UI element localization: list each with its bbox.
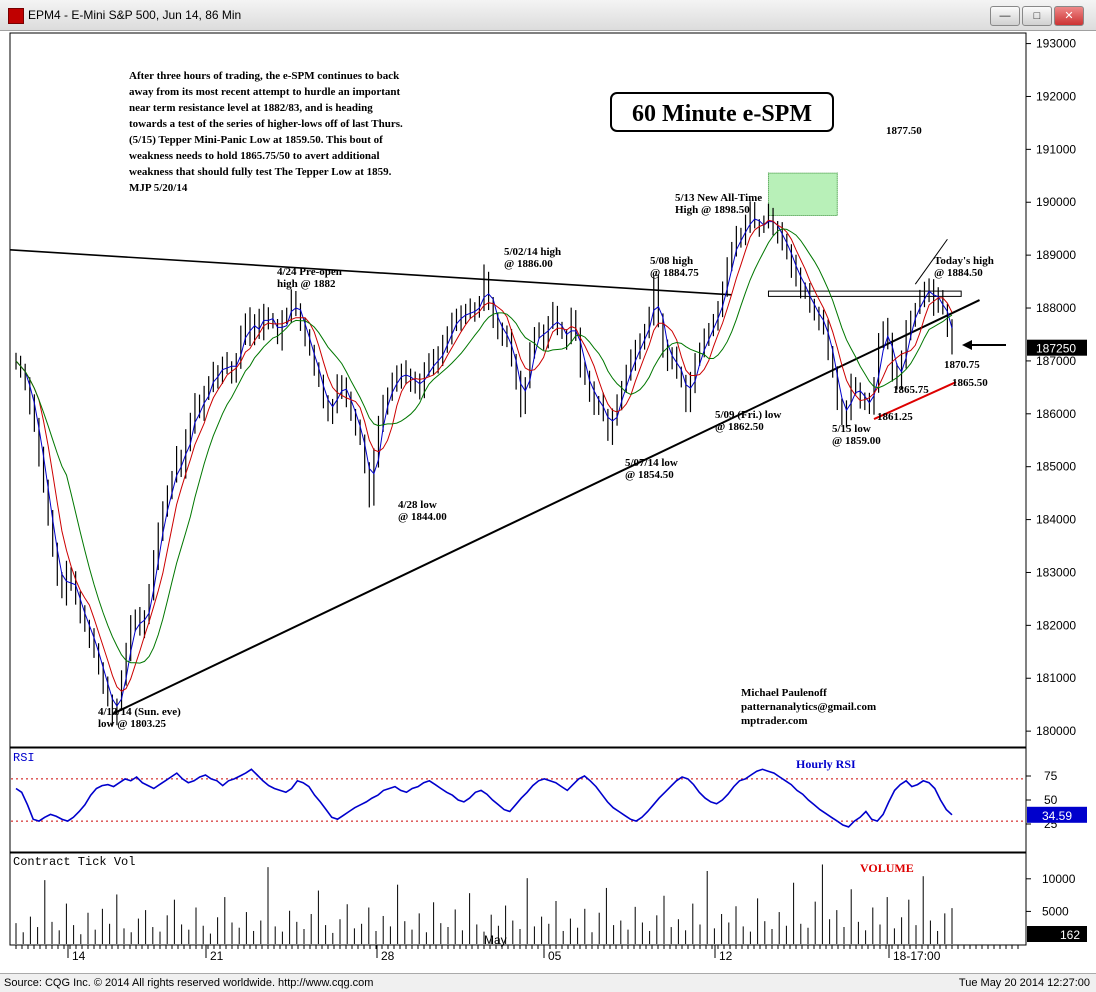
commentary-line: (5/15) Tepper Mini-Panic Low at 1859.50.… <box>129 134 383 146</box>
price-axis-label: 183000 <box>1036 565 1076 579</box>
annotation-label: @ 1884.50 <box>934 267 983 279</box>
annotation-label: 4/24 Pre-open <box>277 266 342 278</box>
chart-title: 60 Minute e-SPM <box>632 101 812 127</box>
annotation-label: 1877.50 <box>886 125 922 137</box>
projection-arrow <box>914 238 948 285</box>
higher-lows-line <box>873 381 957 421</box>
price-axis-label: 191000 <box>1036 142 1076 156</box>
annotation-label: 4/13/14 (Sun. eve) <box>98 706 181 718</box>
annotation-label: 1865.75 <box>893 384 929 396</box>
support-trendline <box>111 299 980 715</box>
commentary-line: MJP 5/20/14 <box>129 182 188 194</box>
price-axis-label: 188000 <box>1036 301 1076 315</box>
price-axis-label: 185000 <box>1036 460 1076 474</box>
app-icon <box>8 8 24 24</box>
annotation-label: 5/09 (Fri.) low <box>715 409 781 421</box>
resistance-zone <box>767 290 962 297</box>
price-axis-label: 181000 <box>1036 671 1076 685</box>
volume-title: Contract Tick Vol <box>13 855 135 869</box>
annotation-label: High @ 1898.50 <box>675 204 750 216</box>
annotation-label: 5/15 low <box>832 423 871 435</box>
resistance-box <box>767 172 838 216</box>
status-bar: Source: CQG Inc. © 2014 All rights reser… <box>0 973 1096 992</box>
x-axis-label: 28 <box>381 949 395 963</box>
rsi-panel <box>9 747 1027 853</box>
price-axis-label: 180000 <box>1036 724 1076 738</box>
annotation-label: 5/07/14 low <box>625 457 678 469</box>
last-price-label: 187250 <box>1036 342 1076 356</box>
ma-fast-line <box>15 218 953 707</box>
commentary-text: After three hours of trading, the e-SPM … <box>129 70 406 194</box>
commentary-line: After three hours of trading, the e-SPM … <box>129 70 400 82</box>
price-axis-label: 186000 <box>1036 407 1076 421</box>
resistance-line <box>9 249 732 296</box>
rsi-line <box>15 768 953 828</box>
x-axis-label: 12 <box>719 949 733 963</box>
annotation-label: @ 1886.00 <box>504 258 553 270</box>
annotation-label: 1861.25 <box>877 411 913 423</box>
window-title: EPM4 - E-Mini S&P 500, Jun 14, 86 Min <box>28 8 242 22</box>
chart-area: 4/13/14 (Sun. eve)low @ 1803.25 4/24 Pre-… <box>9 32 1087 963</box>
annotation-label: @ 1844.00 <box>398 511 447 523</box>
x-axis-label: 05 <box>548 949 562 963</box>
rsi-axis-label: 50 <box>1044 793 1058 807</box>
annotation-label: 5/08 high <box>650 255 693 267</box>
commentary-line: towards a test of the series of higher-l… <box>129 118 403 130</box>
ma-mid-line <box>15 219 953 692</box>
annotation-label: 5/02/14 high <box>504 246 561 258</box>
volume-panel <box>9 852 1027 946</box>
price-axis-label: 187000 <box>1036 354 1076 368</box>
annotation-label: 4/28 low <box>398 499 437 511</box>
rsi-title: RSI <box>13 751 35 765</box>
rsi-legend: Hourly RSI <box>796 757 856 771</box>
price-axis-label: 192000 <box>1036 89 1076 103</box>
volume-axis-label: 10000 <box>1042 872 1076 886</box>
annotation-label: 1870.75 <box>944 359 980 371</box>
annotation-label: @ 1862.50 <box>715 421 764 433</box>
maximize-button[interactable]: □ <box>1022 6 1052 26</box>
copyright-text: Source: CQG Inc. © 2014 All rights reser… <box>4 977 374 989</box>
commentary-line: away from its most recent attempt to hur… <box>129 86 401 98</box>
author-name: Michael Paulenoff <box>741 687 827 699</box>
price-axis-label: 193000 <box>1036 37 1076 51</box>
annotation-label: 5/13 New All-Time <box>675 192 762 204</box>
commentary-line: weakness that should fully test The Tepp… <box>129 166 392 178</box>
author-email: patternanalytics@gmail.com <box>741 701 876 713</box>
ma-slow-line <box>15 228 953 664</box>
annotation-label: @ 1854.50 <box>625 469 674 481</box>
volume-legend: VOLUME <box>860 861 914 875</box>
price-axis-label: 189000 <box>1036 248 1076 262</box>
annotation-label: high @ 1882 <box>277 278 336 290</box>
last-price-badge <box>1027 339 1087 356</box>
window-titlebar: EPM4 - E-Mini S&P 500, Jun 14, 86 Min — … <box>0 0 1096 31</box>
close-button[interactable]: ✕ <box>1054 6 1084 26</box>
price-axis-label: 182000 <box>1036 618 1076 632</box>
price-axis-label: 190000 <box>1036 195 1076 209</box>
minimize-button[interactable]: — <box>990 6 1020 26</box>
annotation-label: low @ 1803.25 <box>98 718 166 730</box>
price-axis-label: 184000 <box>1036 513 1076 527</box>
annotation-label: Today's high <box>934 255 994 267</box>
timestamp-text: Tue May 20 2014 12:27:00 <box>958 977 1090 989</box>
annotation-label: 1865.50 <box>952 377 988 389</box>
rsi-value-badge <box>1027 806 1087 823</box>
x-axis-label: 14 <box>72 949 86 963</box>
annotation-label: @ 1884.75 <box>650 267 699 279</box>
chart-title-box <box>610 92 834 132</box>
commentary-line: near term resistance level at 1882/83, a… <box>129 102 373 114</box>
current-price-arrowhead <box>962 340 972 350</box>
x-axis-month-label: May <box>484 933 507 947</box>
rsi-axis-label: 75 <box>1044 769 1058 783</box>
commentary-line: weakness needs to hold 1865.75/50 to ave… <box>129 150 380 162</box>
volume-value-badge <box>1027 926 1087 942</box>
x-axis-label: 21 <box>210 949 224 963</box>
rsi-value-label: 34.59 <box>1042 809 1072 823</box>
volume-axis-label: 5000 <box>1042 904 1069 918</box>
x-axis-label: 18-17:00 <box>893 949 941 963</box>
author-site: mptrader.com <box>741 715 808 727</box>
price-panel <box>9 32 1027 748</box>
volume-value-label: 162 <box>1060 928 1080 942</box>
annotation-label: @ 1859.00 <box>832 435 881 447</box>
